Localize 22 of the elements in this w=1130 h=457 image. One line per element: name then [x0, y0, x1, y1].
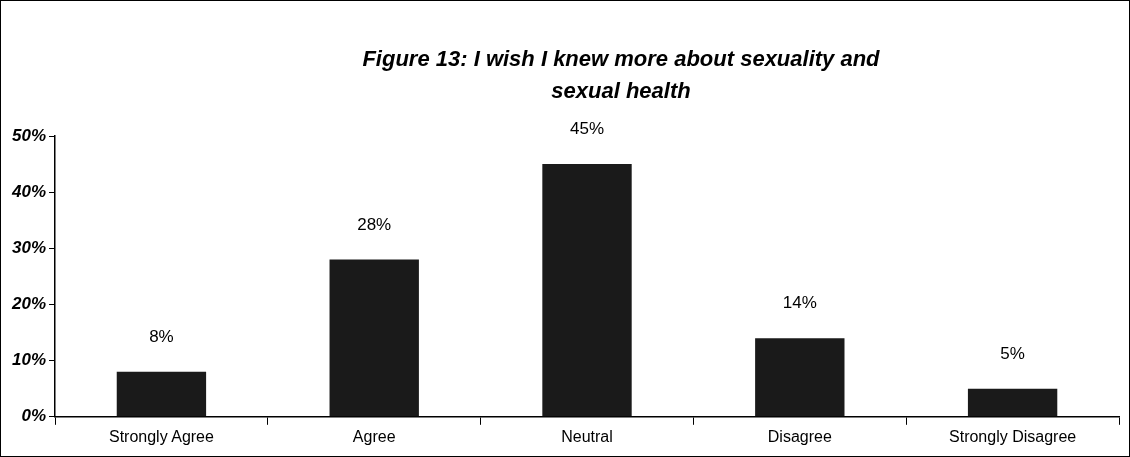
x-tick-label: Agree [352, 427, 396, 445]
chart-title: Figure 13: I wish I knew more about sexuality and sexual health [361, 45, 881, 105]
x-tick-label: Strongly Disagree [949, 427, 1077, 445]
y-tick-label: 30% [11, 238, 47, 258]
bar [967, 388, 1058, 417]
x-tick-label: Disagree [767, 427, 832, 445]
y-tick-label: 20% [10, 294, 47, 314]
data-label: 28% [357, 214, 392, 234]
data-label: 8% [149, 327, 174, 347]
x-tick-label: Strongly Agree [108, 427, 214, 445]
x-tick-label: Neutral [561, 427, 613, 445]
bar [116, 371, 207, 417]
data-label: 14% [782, 293, 817, 313]
y-tick-label: 0% [21, 406, 47, 426]
bar [542, 164, 632, 417]
bar [329, 259, 419, 417]
y-tick-label: 10% [11, 350, 47, 370]
y-tick-label: 40% [10, 181, 47, 201]
data-label: 45% [570, 119, 605, 139]
y-tick-label: 50% [11, 125, 47, 145]
bar [755, 338, 845, 417]
data-label: 5% [1000, 343, 1025, 363]
